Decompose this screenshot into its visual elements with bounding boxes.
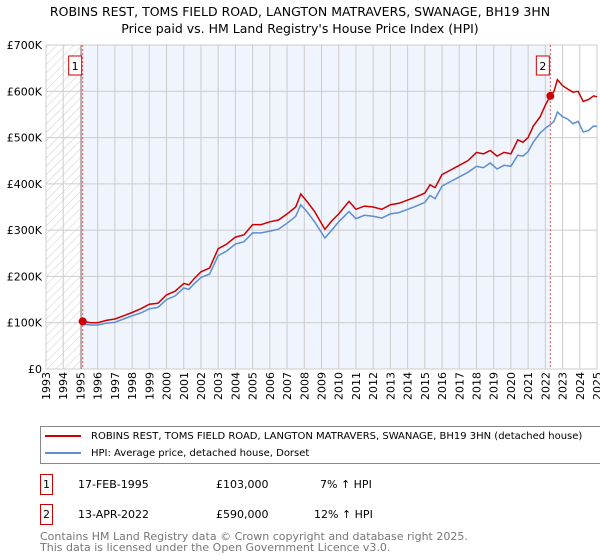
x-tick-label: 1997 xyxy=(109,372,122,400)
x-tick-label: 2020 xyxy=(505,372,518,400)
x-tick-label: 2024 xyxy=(574,372,587,400)
sale-label: 2 xyxy=(539,60,546,73)
transaction-row: 2 13-APR-2022 £590,000 12% ↑ HPI xyxy=(40,504,440,526)
x-tick-label: 2017 xyxy=(453,372,466,400)
x-tick-label: 2004 xyxy=(229,372,242,400)
legend-swatch-hpi xyxy=(45,452,81,454)
ownership-shade xyxy=(82,45,551,369)
transaction-badge: 1 xyxy=(40,474,53,495)
legend-label-property: ROBINS REST, TOMS FIELD ROAD, LANGTON MA… xyxy=(91,430,583,442)
x-tick-label: 2019 xyxy=(488,372,501,400)
y-tick-label: £300K xyxy=(7,224,43,237)
footer-licence: This data is licensed under the Open Gov… xyxy=(40,541,391,554)
sale-label-box xyxy=(68,55,83,76)
x-tick-label: 2014 xyxy=(402,372,415,400)
x-tick-label: 1995 xyxy=(74,372,87,400)
y-tick-label: £0 xyxy=(28,363,42,376)
x-tick-label: 2003 xyxy=(212,372,225,400)
sale-label-box xyxy=(535,55,550,76)
x-tick-label: 1996 xyxy=(92,372,105,400)
transaction-price: £103,000 xyxy=(216,478,269,491)
x-tick-label: 2006 xyxy=(264,372,277,400)
y-tick-label: £400K xyxy=(7,178,43,191)
transaction-date: 13-APR-2022 xyxy=(78,508,150,521)
transaction-hpi: 12% ↑ HPI xyxy=(314,508,373,521)
price-chart: 1993 1994 1995 1996 1997 1998 1999 2000 2001 2002… xyxy=(7,39,600,400)
chart-title: ROBINS REST, TOMS FIELD ROAD, LANGTON MA… xyxy=(49,4,551,19)
x-tick-label: 2009 xyxy=(316,372,329,400)
x-tick-label: 2023 xyxy=(557,372,570,400)
x-tick-label: 2007 xyxy=(281,372,294,400)
x-tick-label: 2012 xyxy=(367,372,380,400)
transaction-badge: 2 xyxy=(40,504,53,525)
x-tick-label: 2021 xyxy=(522,372,535,400)
transaction-hpi: 7% ↑ HPI xyxy=(320,478,372,491)
sale-point xyxy=(546,91,555,100)
x-tick-label: 1998 xyxy=(126,372,139,400)
x-tick-label: 2005 xyxy=(247,372,260,400)
x-tick-label: 2008 xyxy=(298,372,311,400)
x-tick-label: 2016 xyxy=(436,372,449,400)
transaction-row: 1 17-FEB-1995 £103,000 7% ↑ HPI xyxy=(40,474,440,496)
x-tick-label: 1999 xyxy=(143,372,156,400)
legend-label-hpi: HPI: Average price, detached house, Dors… xyxy=(91,447,310,459)
x-tick-label: 1994 xyxy=(57,372,70,400)
x-tick-label: 2013 xyxy=(384,372,397,400)
property-price-line xyxy=(82,78,598,324)
y-tick-label: £600K xyxy=(7,85,43,98)
y-tick-label: £100K xyxy=(7,317,43,330)
x-tick-label: 1993 xyxy=(40,372,53,400)
transaction-date: 17-FEB-1995 xyxy=(78,478,149,491)
y-tick-label: £700K xyxy=(7,39,43,52)
footer-copyright: Contains HM Land Registry data © Crown c… xyxy=(40,530,468,543)
x-tick-label: 2010 xyxy=(333,372,346,400)
x-tick-label: 2022 xyxy=(539,372,552,400)
x-tick-label: 2000 xyxy=(161,372,174,400)
legend-swatch-property xyxy=(45,435,81,437)
x-tick-label: 2011 xyxy=(350,372,363,400)
sale-point xyxy=(78,317,87,326)
y-tick-label: £200K xyxy=(7,270,43,283)
y-tick-label: £500K xyxy=(7,132,43,145)
x-tick-label: 2018 xyxy=(470,372,483,400)
pre-data-hatch xyxy=(46,45,83,369)
x-tick-label: 2015 xyxy=(419,372,432,400)
legend: ROBINS REST, TOMS FIELD ROAD, LANGTON MA… xyxy=(40,426,600,464)
x-tick-label: 2001 xyxy=(178,372,191,400)
sale-label: 1 xyxy=(72,60,79,73)
transaction-price: £590,000 xyxy=(216,508,269,521)
x-tick-label: 2025 xyxy=(591,372,600,400)
x-tick-label: 2002 xyxy=(195,372,208,400)
chart-subtitle: Price paid vs. HM Land Registry's House … xyxy=(121,21,479,36)
plot-border xyxy=(45,44,598,370)
hpi-line xyxy=(82,110,598,326)
